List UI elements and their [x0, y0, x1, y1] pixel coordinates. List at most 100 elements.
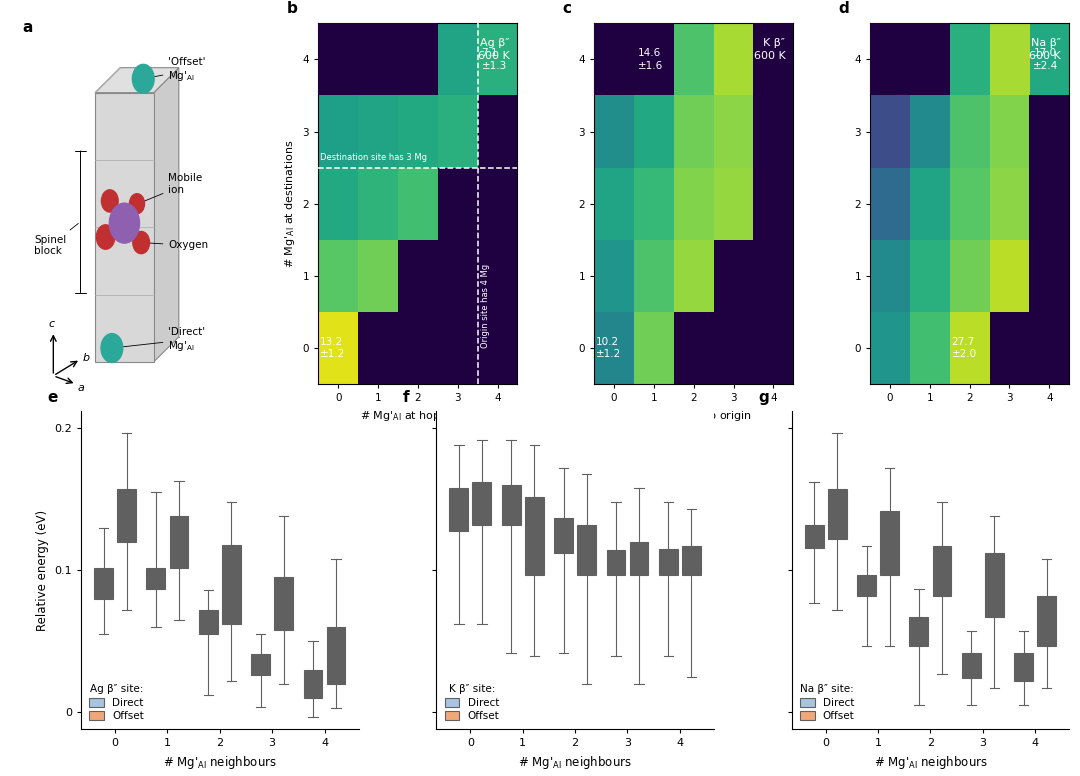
PathPatch shape	[94, 567, 113, 599]
Text: Spinel
block: Spinel block	[35, 223, 79, 256]
Text: Origin site has 4 Mg: Origin site has 4 Mg	[481, 264, 490, 348]
PathPatch shape	[252, 654, 270, 675]
Bar	[437, 312, 477, 384]
Text: 7.1
±1.3: 7.1 ±1.3	[482, 48, 507, 71]
Bar	[714, 312, 754, 384]
PathPatch shape	[962, 653, 981, 678]
Text: Oxygen: Oxygen	[144, 241, 208, 251]
X-axis label: # Mg'$_{\mathrm{Al}}$ neighbours: # Mg'$_{\mathrm{Al}}$ neighbours	[518, 754, 632, 771]
Text: 'Direct'
Mg'$_\mathrm{Al}$: 'Direct' Mg'$_\mathrm{Al}$	[114, 327, 205, 353]
Circle shape	[133, 64, 154, 93]
Circle shape	[130, 194, 145, 213]
Y-axis label: Relative energy (eV): Relative energy (eV)	[36, 510, 49, 631]
PathPatch shape	[880, 511, 899, 574]
Bar	[1029, 168, 1069, 240]
Bar	[674, 312, 714, 384]
Text: $a$: $a$	[78, 383, 85, 393]
Text: 14.6
±1.6: 14.6 ±1.6	[638, 48, 663, 71]
Text: Mobile
ion: Mobile ion	[127, 174, 203, 208]
Text: Na β″
600 K: Na β″ 600 K	[1029, 38, 1062, 61]
PathPatch shape	[303, 670, 323, 698]
PathPatch shape	[449, 488, 469, 531]
Bar	[1029, 95, 1069, 168]
X-axis label: # Mg'$_{\mathrm{Al}}$ at hop origin: # Mg'$_{\mathrm{Al}}$ at hop origin	[636, 409, 752, 423]
PathPatch shape	[554, 518, 573, 553]
X-axis label: # Mg'$_{\mathrm{Al}}$ at hop origin: # Mg'$_{\mathrm{Al}}$ at hop origin	[912, 409, 1027, 423]
PathPatch shape	[909, 617, 929, 646]
Circle shape	[109, 203, 139, 243]
Bar	[754, 168, 794, 240]
Y-axis label: # Mg'$_{\mathrm{Al}}$ at destinations: # Mg'$_{\mathrm{Al}}$ at destinations	[283, 140, 297, 268]
Bar	[319, 23, 359, 95]
X-axis label: # Mg'$_{\mathrm{Al}}$ neighbours: # Mg'$_{\mathrm{Al}}$ neighbours	[874, 754, 987, 771]
PathPatch shape	[221, 545, 241, 625]
PathPatch shape	[932, 546, 951, 596]
Bar	[714, 240, 754, 312]
Text: K β″
600 K: K β″ 600 K	[754, 38, 785, 61]
Bar	[1029, 240, 1069, 312]
Text: f: f	[403, 390, 409, 405]
Bar	[754, 23, 794, 95]
PathPatch shape	[681, 546, 701, 574]
Bar	[437, 240, 477, 312]
Bar	[477, 95, 517, 168]
Circle shape	[102, 334, 123, 362]
Bar	[477, 168, 517, 240]
PathPatch shape	[1014, 653, 1034, 681]
Text: $c$: $c$	[49, 319, 56, 329]
Bar	[989, 312, 1029, 384]
Bar	[477, 312, 517, 384]
Bar	[397, 23, 437, 95]
PathPatch shape	[577, 525, 596, 574]
Text: e: e	[48, 390, 58, 405]
PathPatch shape	[858, 574, 876, 596]
PathPatch shape	[985, 553, 1003, 617]
PathPatch shape	[117, 490, 136, 542]
Text: 27.7
±2.0: 27.7 ±2.0	[951, 337, 976, 359]
Polygon shape	[95, 92, 153, 362]
PathPatch shape	[659, 549, 678, 574]
Bar	[754, 240, 794, 312]
PathPatch shape	[827, 490, 847, 539]
Text: c: c	[563, 1, 571, 16]
Polygon shape	[95, 68, 179, 92]
Text: 10.2
±1.2: 10.2 ±1.2	[596, 337, 621, 359]
Bar	[870, 23, 909, 95]
X-axis label: # Mg'$_{\mathrm{Al}}$ at hop origin: # Mg'$_{\mathrm{Al}}$ at hop origin	[360, 409, 476, 423]
Bar	[397, 312, 437, 384]
PathPatch shape	[502, 485, 521, 525]
Bar	[359, 312, 397, 384]
Bar	[437, 168, 477, 240]
Text: d: d	[838, 1, 849, 16]
PathPatch shape	[630, 542, 648, 574]
Text: 13.2
±1.2: 13.2 ±1.2	[321, 337, 346, 359]
PathPatch shape	[199, 610, 218, 634]
Bar	[1029, 312, 1069, 384]
PathPatch shape	[525, 497, 543, 574]
PathPatch shape	[1037, 596, 1056, 646]
Polygon shape	[153, 68, 179, 362]
Text: g: g	[758, 390, 769, 405]
Legend: Direct, Offset: Direct, Offset	[797, 681, 858, 724]
Text: $b$: $b$	[82, 351, 90, 362]
PathPatch shape	[170, 516, 188, 567]
Bar	[477, 240, 517, 312]
Text: a: a	[22, 19, 32, 35]
PathPatch shape	[326, 627, 346, 684]
Bar	[754, 312, 794, 384]
Legend: Direct, Offset: Direct, Offset	[86, 681, 147, 724]
PathPatch shape	[805, 525, 824, 548]
Circle shape	[96, 225, 114, 249]
Text: Destination site has 3 Mg: Destination site has 3 Mg	[321, 153, 428, 162]
X-axis label: # Mg'$_{\mathrm{Al}}$ neighbours: # Mg'$_{\mathrm{Al}}$ neighbours	[163, 754, 276, 771]
Bar	[594, 23, 634, 95]
Circle shape	[133, 231, 149, 254]
Bar	[909, 23, 949, 95]
PathPatch shape	[274, 577, 293, 630]
PathPatch shape	[472, 483, 491, 525]
Text: b: b	[286, 1, 297, 16]
Text: Ag β″
600 K: Ag β″ 600 K	[477, 38, 510, 61]
Bar	[634, 23, 674, 95]
PathPatch shape	[607, 550, 625, 574]
PathPatch shape	[147, 567, 165, 589]
